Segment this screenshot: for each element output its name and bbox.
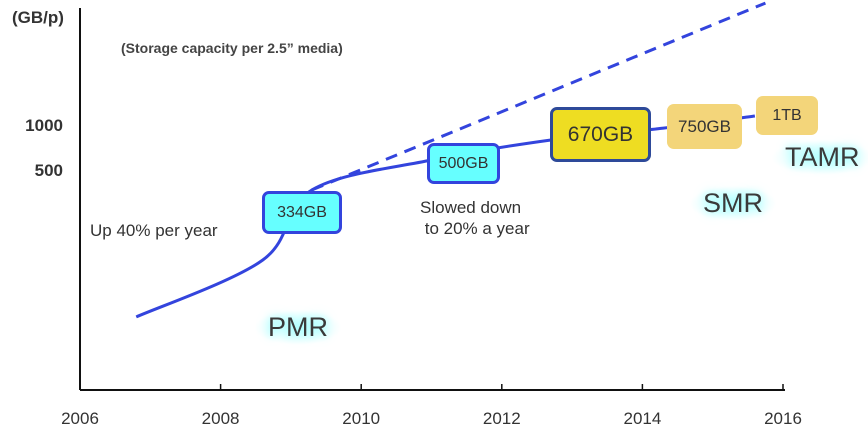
y-axis-label: (GB/p) (12, 8, 64, 27)
technology-label: SMR (689, 186, 777, 221)
x-tick-label: 2014 (623, 409, 661, 428)
x-tick-label: 2016 (764, 409, 802, 428)
technology-label: TAMR (771, 140, 868, 175)
chart-subtitle: (Storage capacity per 2.5” media) (121, 40, 343, 56)
annotation: Slowed down to 20% a year (420, 198, 530, 238)
milestone-box: 1TB (756, 96, 818, 135)
y-tick-label: 1000 (25, 116, 63, 135)
milestone-box: 750GB (667, 104, 742, 149)
annotation: Up 40% per year (90, 221, 218, 240)
x-tick-label: 2006 (61, 409, 99, 428)
x-tick-label: 2012 (483, 409, 521, 428)
y-tick-label: 500 (35, 161, 63, 180)
x-tick-label: 2010 (342, 409, 380, 428)
milestone-box: 500GB (427, 143, 500, 184)
technology-label: PMR (254, 310, 342, 345)
trend-line-dashed (311, 1, 766, 192)
x-tick-label: 2008 (202, 409, 240, 428)
milestone-box: 334GB (262, 191, 342, 234)
milestone-box: 670GB (550, 107, 651, 162)
